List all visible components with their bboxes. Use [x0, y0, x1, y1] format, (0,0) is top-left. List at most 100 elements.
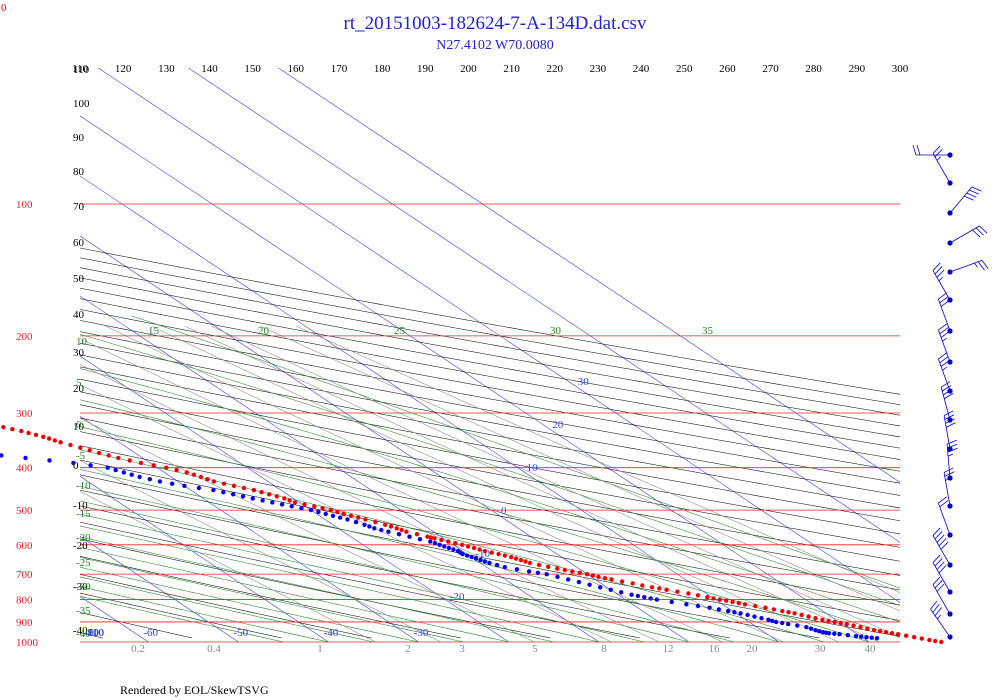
temperature-point: [865, 626, 870, 631]
dry-adiabat-label: 80: [73, 166, 85, 178]
mixing-ratio-label: 0.2: [131, 643, 145, 655]
dewpoint-point: [308, 507, 314, 513]
isotherm-label: -30: [414, 627, 429, 639]
temperature-point: [933, 638, 938, 644]
temperature-point: [527, 560, 533, 566]
dewpoint-point: [442, 544, 447, 549]
wind-barb-staff: [932, 562, 951, 593]
temperature-point: [320, 506, 325, 511]
temperature-point: [439, 537, 444, 543]
isotherm-label: -90: [84, 627, 99, 639]
wind-barb: [932, 262, 953, 303]
wind-barb-flag: [936, 534, 945, 543]
wind-barb: [947, 259, 989, 275]
temperature-point: [46, 436, 52, 441]
mixing-ratio-line: [211, 325, 900, 638]
dewpoint-point: [428, 539, 433, 544]
theta-tick-label: 290: [849, 63, 866, 75]
wind-barb-staff: [937, 358, 951, 392]
dewpoint-point: [113, 467, 118, 473]
wind-barb-flag: [932, 603, 940, 613]
moist-adiabat-line: [80, 426, 870, 642]
theta-tick-label: 170: [331, 63, 348, 75]
wind-barb-flag: [932, 262, 941, 271]
mixing-ratio-line: [80, 384, 612, 642]
wind-barb-staff: [949, 186, 973, 214]
dewpoint-point: [859, 634, 864, 639]
wind-barb-flag: [939, 327, 949, 335]
dewpoint-point: [502, 565, 507, 570]
dewpoint-point: [820, 630, 826, 635]
wind-barb: [937, 352, 953, 394]
temperature-point: [771, 607, 777, 612]
dewpoint-point: [437, 542, 442, 547]
temperature-point: [780, 608, 785, 614]
wind-barb-flag: [972, 229, 981, 238]
dewpoint-point: [196, 485, 202, 491]
wind-barb-flag: [977, 261, 985, 271]
mixing-ratio-label: 30: [815, 643, 827, 655]
wind-barb-flag: [936, 583, 945, 592]
moist-adiabat-line: [80, 536, 554, 642]
wind-barb-flag: [944, 414, 955, 420]
isotherm-label: -20: [450, 591, 465, 603]
temperature-point: [356, 515, 361, 520]
temperature-point: [399, 527, 404, 533]
dry-adiabat-line: [80, 632, 103, 639]
temperature-point: [686, 591, 691, 596]
dry-adiabat-line: [80, 298, 900, 449]
moist-adiabat-line: [80, 547, 509, 642]
dewpoint-point: [832, 631, 837, 636]
dewpoint-point: [766, 617, 771, 622]
wind-barb: [912, 144, 953, 158]
dewpoint-point: [211, 487, 216, 493]
temperature-point: [577, 570, 582, 575]
isotherm-label: -50: [234, 627, 249, 639]
temperature-point: [151, 463, 156, 468]
theta-tick-label: 210: [503, 63, 520, 75]
wind-barb-flag: [938, 538, 947, 547]
isotherm-line: [80, 175, 780, 642]
dewpoint-point: [874, 636, 880, 641]
temperature-point: [19, 428, 24, 434]
dry-adiabat-label: 90: [73, 132, 85, 144]
temperature-point: [513, 556, 519, 561]
isotherm-line: [80, 115, 870, 642]
isotherm-label: 10: [527, 462, 539, 474]
wind-barb-flag: [916, 144, 921, 156]
isotherm-label: 0: [501, 505, 507, 517]
dry-adiabat-label: 50: [73, 273, 85, 285]
corner-label: 0: [1, 2, 7, 14]
temperature-point: [602, 576, 608, 581]
dewpoint-point: [121, 470, 127, 475]
dewpoint-point: [487, 560, 492, 566]
dry-adiabat-line: [80, 521, 641, 639]
moist-adiabat-label: -20: [76, 532, 91, 544]
isotherm-label: -70: [84, 627, 99, 639]
wind-barb-flag: [938, 352, 947, 360]
theta-tick-label: 300: [892, 63, 909, 75]
dry-adiabat-line: [80, 309, 900, 460]
mixing-ratio-label: 5: [532, 643, 538, 655]
dry-adiabat-line: [80, 404, 900, 562]
mixing-ratio-label: 40: [865, 643, 877, 655]
dry-adiabat-line: [80, 417, 900, 576]
background-grid: [80, 68, 900, 642]
moist-adiabat-label: -30: [76, 581, 91, 593]
wind-barb-half-flag: [942, 337, 947, 342]
dewpoint-point: [642, 595, 647, 600]
dewpoint-point: [608, 587, 613, 592]
dry-adiabat-label: 100: [73, 98, 90, 110]
wind-barb-flag: [969, 189, 980, 195]
dewpoint-point: [738, 611, 743, 616]
chart-subtitle: N27.4102 W70.0080: [436, 38, 554, 53]
dewpoint-point: [555, 574, 560, 580]
temperature-point: [425, 534, 430, 539]
isotherm-line: [278, 68, 900, 483]
temperature-point: [287, 498, 292, 503]
temperature-point: [373, 519, 378, 525]
moist-adiabat-line: [80, 368, 900, 623]
temperature-point: [889, 631, 895, 636]
wind-barb-staff: [940, 387, 951, 421]
dewpoint-point: [795, 623, 800, 628]
